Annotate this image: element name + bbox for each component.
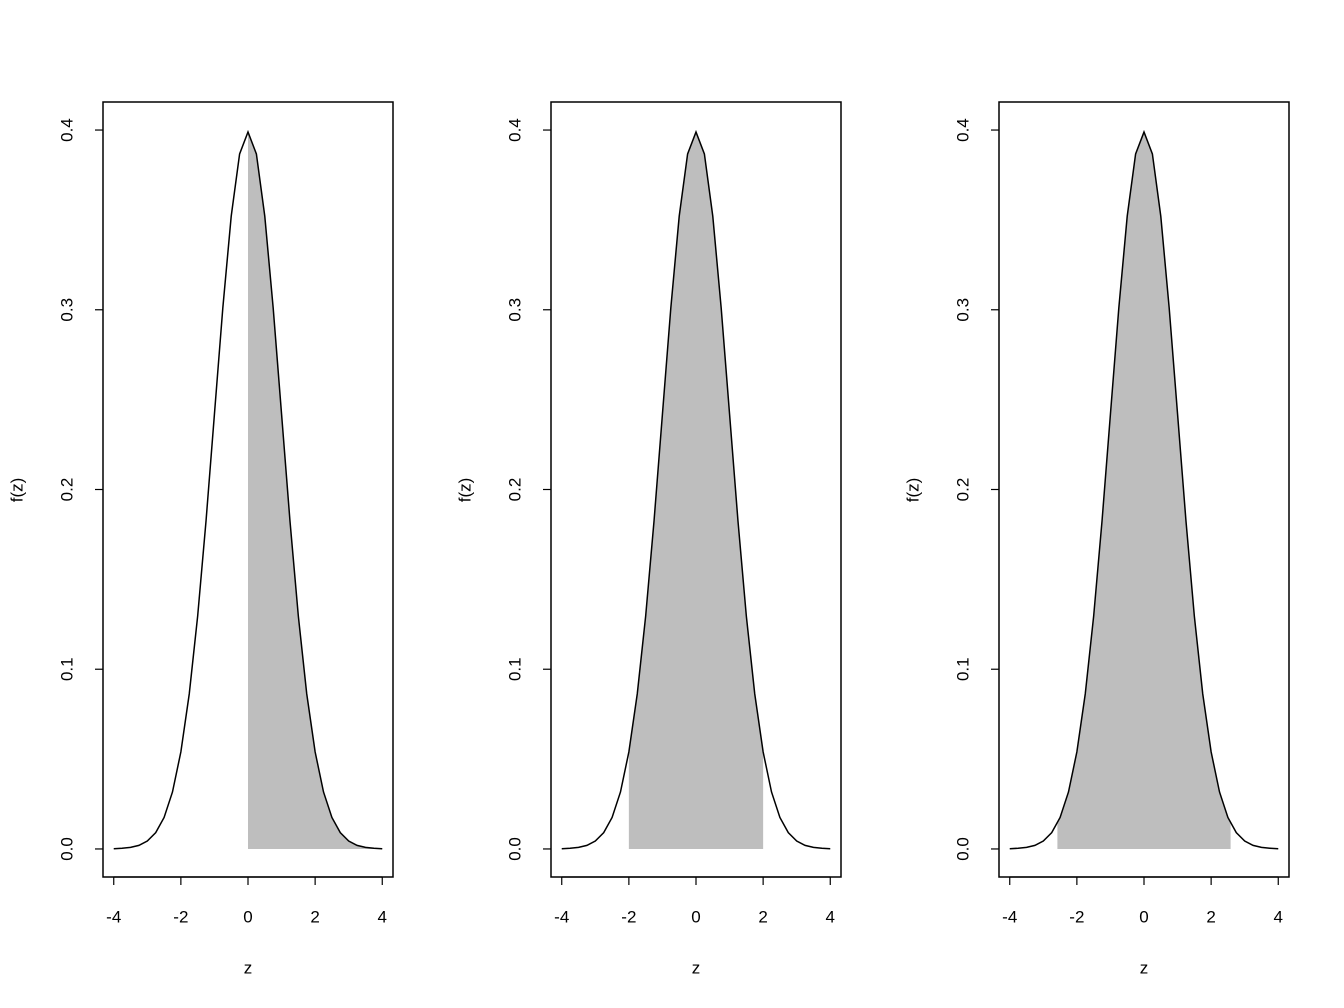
y-tick-label: 0.3 <box>505 298 524 322</box>
y-tick-label: 0.4 <box>953 118 972 142</box>
y-tick-label: 0.1 <box>57 657 76 681</box>
y-axis-label: f(z) <box>455 478 474 503</box>
y-axis-label: f(z) <box>903 478 922 503</box>
y-tick-label: 0.4 <box>57 118 76 142</box>
y-tick-label: 0.3 <box>953 298 972 322</box>
y-tick-label: 0.4 <box>505 118 524 142</box>
y-tick-label: 0.0 <box>57 837 76 861</box>
x-tick-label: -2 <box>1069 907 1084 926</box>
x-axis-label: z <box>244 958 253 977</box>
x-tick-label: 2 <box>758 907 767 926</box>
x-axis-label: z <box>692 958 701 977</box>
y-tick-label: 0.2 <box>57 478 76 502</box>
y-tick-label: 0.2 <box>953 478 972 502</box>
x-tick-label: -4 <box>554 907 569 926</box>
x-tick-label: 0 <box>691 907 700 926</box>
x-axis-label: z <box>1140 958 1149 977</box>
x-tick-label: -4 <box>106 907 121 926</box>
shaded-area <box>248 132 383 849</box>
x-tick-label: -2 <box>173 907 188 926</box>
x-tick-label: 0 <box>1139 907 1148 926</box>
x-tick-label: 0 <box>243 907 252 926</box>
y-tick-label: 0.2 <box>505 478 524 502</box>
density-curve <box>561 129 831 850</box>
y-tick-label: 0.1 <box>505 657 524 681</box>
x-tick-label: 2 <box>310 907 319 926</box>
y-axis-label: f(z) <box>7 478 26 503</box>
y-tick-label: 0.0 <box>505 837 524 861</box>
shaded-area <box>628 132 764 849</box>
x-tick-label: 2 <box>1206 907 1215 926</box>
density-curve <box>113 129 383 850</box>
y-tick-label: 0.0 <box>953 837 972 861</box>
x-tick-label: -4 <box>1002 907 1017 926</box>
x-tick-label: 4 <box>826 907 835 926</box>
y-tick-label: 0.3 <box>57 298 76 322</box>
shaded-area <box>1057 132 1231 849</box>
y-tick-label: 0.1 <box>953 657 972 681</box>
x-tick-label: -2 <box>621 907 636 926</box>
density-curve <box>1009 129 1279 850</box>
x-tick-label: 4 <box>378 907 387 926</box>
x-tick-label: 4 <box>1274 907 1283 926</box>
